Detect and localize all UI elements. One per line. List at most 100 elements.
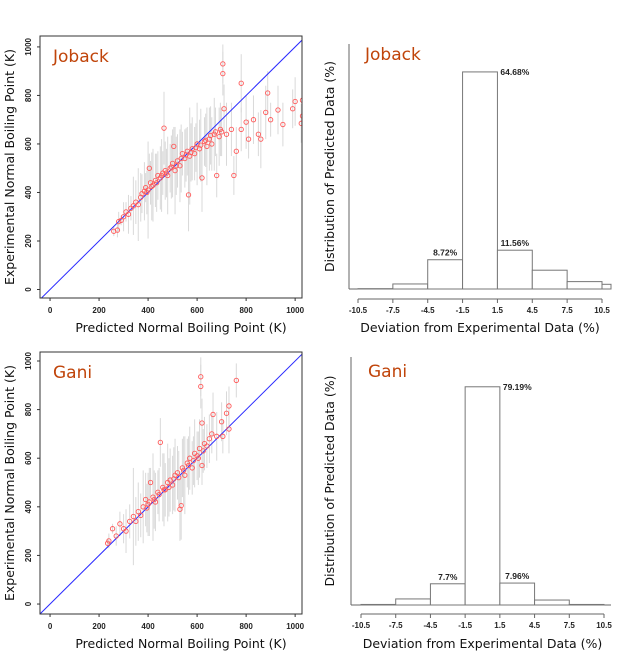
x-tick-label: 7.5: [564, 621, 576, 630]
y-tick-label: 400: [24, 185, 33, 199]
x-tick-label: -4.5: [424, 621, 438, 630]
y-tick-label: 200: [24, 234, 33, 248]
data-point: [220, 61, 226, 67]
histogram-bar: [534, 599, 570, 606]
data-point: [217, 126, 224, 133]
data-point: [214, 172, 220, 179]
data-point: [125, 211, 132, 217]
x-tick-label: 400: [141, 622, 155, 631]
plot-area: [40, 39, 302, 298]
data-point: [258, 136, 264, 142]
data-point: [233, 377, 239, 384]
y-axis-label: Distribution of Predicted Data (%): [322, 375, 337, 586]
x-tick-label: 1.5: [492, 306, 504, 315]
x-axis-label: Deviation from Experimental Data (%): [363, 636, 603, 651]
x-tick-label: -10.5: [349, 306, 368, 315]
data-point: [154, 180, 160, 186]
data-point: [177, 163, 183, 169]
histogram-bar: [566, 281, 603, 290]
data-point: [142, 496, 149, 503]
data-point: [117, 521, 123, 527]
data-point: [216, 134, 222, 140]
y-axis-label: Experimental Normal Boiling Point (K): [2, 49, 17, 285]
data-point: [243, 119, 249, 125]
histogram-bar: [601, 283, 612, 290]
data-point: [233, 148, 239, 154]
panel-title: Joback: [52, 47, 109, 67]
y-tick-label: 0: [24, 287, 33, 292]
data-point: [207, 132, 214, 139]
histogram-bar: [531, 269, 568, 290]
x-axis-label: Deviation from Experimental Data (%): [360, 320, 600, 335]
data-point: [169, 482, 176, 488]
data-point: [221, 106, 227, 112]
x-tick-label: 400: [141, 306, 155, 315]
data-point: [173, 163, 179, 169]
data-label: 11.56%: [501, 238, 530, 248]
data-point: [275, 107, 281, 113]
data-point: [226, 426, 232, 432]
histogram-bar: [395, 598, 431, 606]
data-point: [290, 106, 296, 112]
data-point: [171, 143, 177, 150]
data-point: [298, 120, 302, 126]
data-point: [144, 505, 150, 511]
panel-joback-scatter: 0 200 400 600 800 100002004006008001000Predic…: [2, 35, 305, 335]
data-point: [157, 439, 163, 446]
data-point: [123, 528, 129, 534]
data-point: [150, 182, 156, 188]
data-point: [203, 137, 209, 143]
histogram-bar: [568, 603, 605, 606]
data-point: [174, 158, 181, 164]
data-label: 79.19%: [503, 382, 532, 392]
y-tick-label: 200: [24, 548, 33, 562]
data-point: [231, 172, 237, 179]
histogram-bar: [496, 249, 533, 290]
x-tick-label: 10.5: [596, 621, 612, 630]
panel-title: Joback: [364, 45, 421, 65]
data-point: [185, 462, 192, 469]
data-point: [204, 143, 210, 150]
data-point: [204, 443, 210, 449]
histogram-bar: [392, 283, 429, 290]
diagonal-line: [40, 39, 302, 298]
data-point: [198, 142, 204, 148]
data-point: [180, 467, 187, 474]
data-point: [158, 172, 165, 179]
data-label: 7.96%: [505, 571, 530, 581]
plot-frame: [39, 351, 303, 615]
data-point: [188, 149, 194, 156]
data-point: [255, 131, 262, 137]
y-tick-label: 400: [24, 500, 33, 514]
data-point: [171, 476, 177, 482]
x-tick-label: 7.5: [562, 306, 574, 315]
data-point: [206, 436, 213, 442]
data-point: [193, 144, 199, 151]
x-tick-label: 4.5: [527, 306, 539, 315]
data-point: [280, 121, 286, 128]
x-axis-label: Predicted Normal Boiling Point (K): [75, 320, 286, 335]
histogram-bar: [464, 386, 501, 606]
data-label: 64.68%: [500, 67, 529, 77]
y-tick-label: 800: [24, 88, 33, 102]
x-tick-label: 0: [48, 306, 53, 315]
data-point: [130, 513, 137, 520]
data-point: [238, 126, 244, 133]
data-point: [113, 533, 119, 539]
data-point: [223, 410, 230, 416]
x-tick-label: 10.5: [594, 306, 610, 315]
data-point: [250, 117, 257, 123]
data-point: [178, 502, 184, 509]
y-tick-label: 600: [24, 451, 33, 465]
data-label: 7.7%: [438, 572, 458, 582]
data-point: [187, 455, 193, 461]
data-point: [263, 109, 269, 116]
data-point: [223, 131, 230, 137]
panel-joback-bar: -10.5 -7.5 -4.5 -1.5 1.5 4.5 7.5 10.5 8.72% 64.68…: [322, 44, 612, 335]
data-point: [133, 518, 139, 525]
data-point: [106, 538, 112, 544]
data-point: [195, 455, 201, 461]
y-tick-label: 0: [24, 601, 33, 606]
data-point: [189, 465, 195, 471]
